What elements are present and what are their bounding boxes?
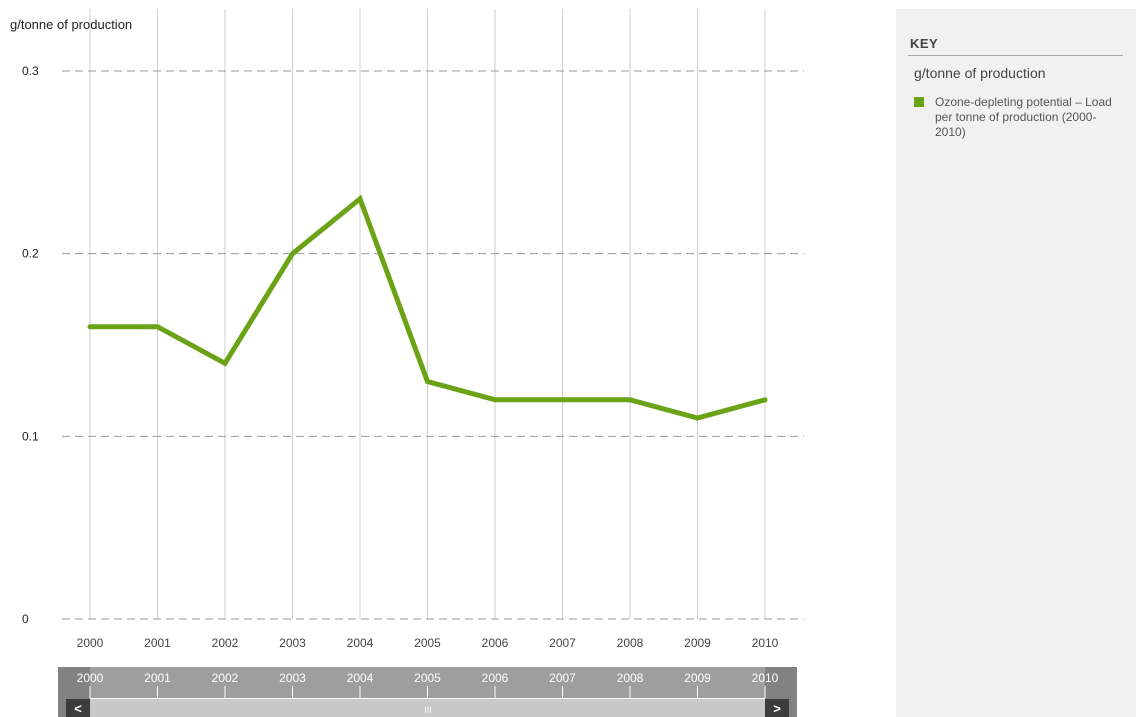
data-point xyxy=(627,397,633,403)
navigator-label: 2002 xyxy=(212,671,239,685)
navigator-label: 2000 xyxy=(77,671,104,685)
data-point xyxy=(492,397,498,403)
x-tick-label: 2009 xyxy=(684,636,711,650)
y-tick-label: 0 xyxy=(22,612,29,626)
y-tick-label: 0.3 xyxy=(22,64,39,78)
data-point xyxy=(425,379,430,385)
navigator-label: 2009 xyxy=(684,671,711,685)
x-tick-label: 2007 xyxy=(549,636,576,650)
data-point xyxy=(155,324,160,330)
navigator-label: 2006 xyxy=(482,671,509,685)
data-point xyxy=(357,196,363,202)
chevron-right-icon: > xyxy=(773,701,781,716)
data-point xyxy=(762,397,768,403)
x-tick-label: 2000 xyxy=(77,636,104,650)
x-tick-label: 2003 xyxy=(279,636,306,650)
x-tick-label: 2008 xyxy=(617,636,644,650)
x-tick-label: 2005 xyxy=(414,636,441,650)
y-tick-label: 0.2 xyxy=(22,247,39,261)
x-tick-label: 2010 xyxy=(752,636,779,650)
y-axis-unit-label: g/tonne of production xyxy=(10,17,133,32)
data-point xyxy=(222,360,228,366)
scroll-left-button[interactable] xyxy=(66,699,90,717)
data-point xyxy=(560,397,565,403)
chevron-left-icon: < xyxy=(74,701,82,716)
line-chart: 0 0.1 0.2 0.3 2000 2001 2002 2003 2004 2005 2006 20… xyxy=(22,9,804,717)
legend-swatch-icon xyxy=(914,97,924,107)
grid-group xyxy=(62,9,804,620)
navigator-label: 2001 xyxy=(144,671,171,685)
scroll-grip-icon: III xyxy=(424,705,432,715)
key-divider xyxy=(908,55,1123,56)
navigator-label: 2007 xyxy=(549,671,576,685)
scroll-right-button[interactable] xyxy=(765,699,789,717)
y-tick-label: 0.1 xyxy=(22,429,39,443)
navigator-label: 2008 xyxy=(617,671,644,685)
legend-item-label: Ozone-depleting potential – Load per ton… xyxy=(935,95,1112,139)
navigator-label: 2010 xyxy=(752,671,779,685)
key-unit-label: g/tonne of production xyxy=(914,65,1046,81)
data-point xyxy=(290,251,295,257)
x-tick-label: 2001 xyxy=(144,636,171,650)
x-tick-label: 2004 xyxy=(347,636,374,650)
key-title: KEY xyxy=(910,36,939,51)
data-point xyxy=(695,415,700,421)
key-panel: KEY g/tonne of production Ozone-depletin… xyxy=(896,9,1136,717)
data-point xyxy=(87,324,93,330)
navigator-label: 2005 xyxy=(414,671,441,685)
x-tick-label: 2002 xyxy=(212,636,239,650)
navigator-label: 2003 xyxy=(279,671,306,685)
x-tick-label: 2006 xyxy=(482,636,509,650)
navigator-scrollbar[interactable] xyxy=(90,699,765,717)
navigator-label: 2004 xyxy=(347,671,374,685)
